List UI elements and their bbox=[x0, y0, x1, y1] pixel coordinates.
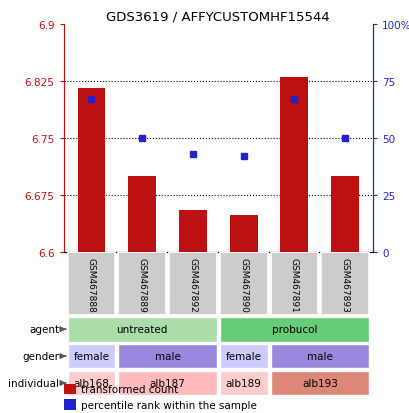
Bar bbox=[169, 253, 216, 315]
Text: alb193: alb193 bbox=[301, 378, 337, 388]
Text: GSM467888: GSM467888 bbox=[87, 257, 96, 312]
Text: alb168: alb168 bbox=[73, 378, 109, 388]
Bar bbox=[67, 371, 115, 395]
Bar bbox=[118, 371, 216, 395]
Bar bbox=[229, 216, 257, 252]
Text: GSM467891: GSM467891 bbox=[289, 257, 298, 312]
Text: GSM467889: GSM467889 bbox=[137, 257, 146, 312]
Bar bbox=[219, 253, 267, 315]
Text: untreated: untreated bbox=[116, 324, 167, 335]
Bar bbox=[118, 344, 216, 368]
Bar bbox=[270, 344, 368, 368]
Text: female: female bbox=[225, 351, 261, 361]
Bar bbox=[118, 253, 166, 315]
Text: probucol: probucol bbox=[271, 324, 317, 335]
Bar bbox=[330, 176, 358, 252]
Bar bbox=[321, 253, 368, 315]
Text: transformed count: transformed count bbox=[81, 384, 178, 394]
Bar bbox=[270, 371, 368, 395]
Text: individual: individual bbox=[9, 378, 59, 388]
Bar bbox=[63, 384, 76, 394]
Bar bbox=[128, 176, 156, 252]
Text: alb187: alb187 bbox=[149, 378, 185, 388]
Text: percentile rank within the sample: percentile rank within the sample bbox=[81, 400, 256, 410]
Text: agent: agent bbox=[29, 324, 59, 335]
Bar bbox=[77, 89, 105, 252]
Bar bbox=[219, 344, 267, 368]
Bar bbox=[219, 317, 368, 342]
Title: GDS3619 / AFFYCUSTOMHF15544: GDS3619 / AFFYCUSTOMHF15544 bbox=[106, 11, 329, 24]
Bar bbox=[280, 78, 308, 252]
Bar bbox=[67, 253, 115, 315]
Bar bbox=[219, 371, 267, 395]
Text: male: male bbox=[306, 351, 332, 361]
Text: GSM467893: GSM467893 bbox=[340, 257, 349, 312]
Bar bbox=[67, 317, 216, 342]
Bar bbox=[270, 253, 317, 315]
Bar bbox=[67, 344, 115, 368]
Text: GSM467890: GSM467890 bbox=[238, 257, 247, 312]
Text: gender: gender bbox=[22, 351, 59, 361]
Text: female: female bbox=[73, 351, 109, 361]
Text: alb189: alb189 bbox=[225, 378, 261, 388]
Text: male: male bbox=[154, 351, 180, 361]
Bar bbox=[63, 399, 76, 410]
Text: GSM467892: GSM467892 bbox=[188, 257, 197, 312]
Bar bbox=[179, 210, 207, 252]
